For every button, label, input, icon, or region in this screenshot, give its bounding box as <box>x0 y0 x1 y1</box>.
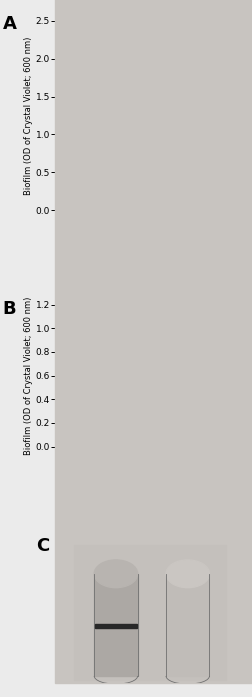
X-axis label: Rosmarinic acid (µg/ml): Rosmarinic acid (µg/ml) <box>92 233 208 244</box>
Bar <box>186 133 199 210</box>
FancyBboxPatch shape <box>63 307 110 335</box>
Bar <box>95 625 137 629</box>
Bar <box>94 574 138 676</box>
Legend: 8h, 12h: 8h, 12h <box>201 25 240 53</box>
Text: B: B <box>3 300 16 319</box>
Text: A: A <box>3 15 16 33</box>
Y-axis label: Biofilm (OD of Crystal Violet; 600 nm): Biofilm (OD of Crystal Violet; 600 nm) <box>24 36 33 194</box>
Bar <box>223 203 236 210</box>
Bar <box>77 74 90 210</box>
Bar <box>210 200 223 210</box>
Bar <box>137 174 150 210</box>
Bar <box>64 162 77 210</box>
Text: C: C <box>37 537 50 555</box>
Text: 12h: 12h <box>72 312 93 323</box>
Bar <box>150 95 163 210</box>
Bar <box>74 546 226 680</box>
Bar <box>166 574 209 676</box>
Bar <box>134 348 166 447</box>
X-axis label: Rosmarinic acid (µg/ml): Rosmarinic acid (µg/ml) <box>92 470 208 480</box>
Bar <box>174 200 186 210</box>
Bar <box>101 164 113 210</box>
Bar <box>204 335 236 447</box>
Y-axis label: Biofilm (OD of Crystal Violet; 600 nm): Biofilm (OD of Crystal Violet; 600 nm) <box>24 296 33 455</box>
Bar <box>64 346 96 447</box>
Bar <box>113 77 126 210</box>
Ellipse shape <box>94 560 138 588</box>
Ellipse shape <box>166 560 209 588</box>
